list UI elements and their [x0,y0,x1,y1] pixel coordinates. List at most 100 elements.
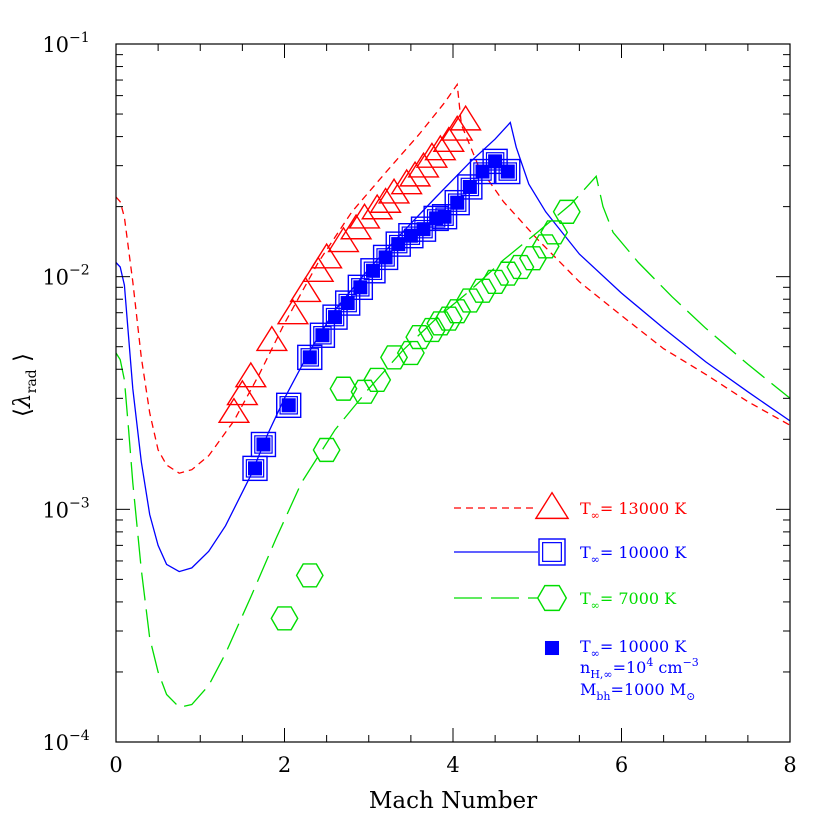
point-t13000-5 [289,276,322,303]
y-tick-label-base: 10 [42,731,69,755]
x-axis-title: Mach Number [369,788,537,814]
line-t13000 [115,82,791,474]
axes [115,43,791,743]
legend-marker-t10000-outer [538,538,566,566]
point-t10000-0-inner [245,459,265,478]
point-t13000-2 [234,361,267,388]
legend-dense-line3: Mbh=1000 M⊙ [580,680,695,703]
y-tick-label-exp: −2 [69,263,90,279]
point-t10000_dense-1 [256,437,271,452]
legend-dense-line2-sup: 4 [646,656,653,669]
point-t7000-9 [417,317,446,343]
legend-label-sub: ∞ [591,599,600,612]
point-t10000_dense-10 [391,237,406,252]
point-t10000_dense-4 [315,328,330,343]
y-axis-bracket-right: ⟩ [10,353,36,369]
point-t7000-6 [380,345,409,370]
point-t13000-20 [441,115,474,141]
x-tick-label: 8 [783,753,796,777]
point-t7000-11 [434,306,463,331]
point-t10000-2 [276,392,302,418]
point-t13000-3 [255,325,289,352]
point-t10000_dense-0 [247,461,263,476]
point-t13000-14 [390,168,423,195]
y-axis-title: ⟨λrad ⟩ [10,353,40,417]
point-t13000-18 [424,134,457,161]
legend-label-rest: = 13000 K [600,499,687,518]
legend-label-t7000: T∞= 7000 K [580,589,677,612]
point-t7000-2 [312,437,341,463]
point-t10000-2-inner [279,396,298,415]
point-t7000-7 [396,340,425,366]
legend-dense-line2: nH,∞=104 cm−3 [580,656,699,681]
legend-marker-dense [544,640,560,656]
point-t7000-15 [481,269,510,294]
point-t10000_dense-17 [475,164,490,179]
point-t10000-19-outer [495,158,521,185]
point-t7000-14 [468,278,497,303]
point-t13000-10 [348,202,381,229]
point-t7000-13 [455,288,484,313]
point-t7000-3 [329,376,358,401]
svg-text:⟨λrad ⟩: ⟨λrad ⟩ [10,353,40,417]
point-t13000-8 [327,226,360,253]
legend-dense-line3-rest: =1000 M [611,680,687,699]
legend-label-main: T [580,589,591,608]
point-t7000-4 [350,379,379,404]
point-t10000_dense-2 [281,398,296,413]
y-tick-label-base: 10 [42,266,69,290]
y-axis-title-main: λ [10,393,36,409]
y-tick-label: 10−2 [42,263,89,290]
y-tick-label-base: 10 [42,33,69,57]
x-tick-label: 6 [615,753,628,777]
y-tick-label-base: 10 [42,498,69,522]
legend-dense-line2-rest: =10 [613,658,647,677]
legend-label-main: T [580,543,591,562]
point-t10000_dense-7 [353,280,368,295]
point-t10000_dense-9 [378,250,393,265]
ticks [115,43,791,743]
point-t13000-9 [339,213,373,240]
point-t7000-16 [493,261,522,286]
point-t7000-1 [295,563,324,588]
point-t10000_dense-16 [462,179,477,194]
point-t13000-4 [276,298,310,325]
point-t10000-19 [495,158,521,185]
legend: T∞= 13000 KT∞= 10000 KT∞= 7000 KT∞= 1000… [454,491,699,703]
line-t7000 [115,174,791,709]
point-t7000-19 [531,234,560,259]
point-t7000-12 [443,299,472,324]
point-t10000_dense-5 [328,310,343,325]
point-t10000_dense-18 [488,154,503,169]
point-t13000-16 [407,151,440,178]
y-tick-label: 10−4 [42,728,89,755]
point-t10000-1 [250,431,277,458]
legend-dense-line1-main: T [580,637,591,656]
legend-dense-line1-sub: ∞ [591,647,600,660]
tick-labels: 0 2 4 6 810−410−310−210−1 [42,30,796,777]
point-t7000-18 [519,246,548,271]
series-lines [115,82,791,709]
point-t13000-21 [449,104,482,131]
point-t7000-5 [363,367,392,393]
series-markers [217,104,581,631]
legend-dense-line2-sup2: −3 [683,656,699,669]
x-tick-label: 2 [278,753,291,777]
y-tick-label-exp: −4 [69,728,90,744]
point-t10000_dense-12 [416,222,431,237]
y-axis-bracket-left: ⟨ [10,408,36,417]
legend-marker-t10000 [538,538,566,566]
point-t7000-10 [426,311,455,336]
point-t10000_dense-15 [450,195,465,210]
point-t7000-21 [552,199,581,224]
y-tick-label: 10−1 [42,30,89,57]
point-t10000-1-outer [250,431,277,458]
legend-dense-line1-rest: = 10000 K [600,637,687,656]
legend-dense-line2-rest2: cm [653,658,682,677]
point-t10000_dense-6 [340,296,355,311]
point-t10000-19-inner [498,162,518,181]
legend-dense-line2-main: n [580,658,590,677]
legend-marker-t13000 [534,491,570,520]
point-t10000-3-inner [300,348,320,367]
